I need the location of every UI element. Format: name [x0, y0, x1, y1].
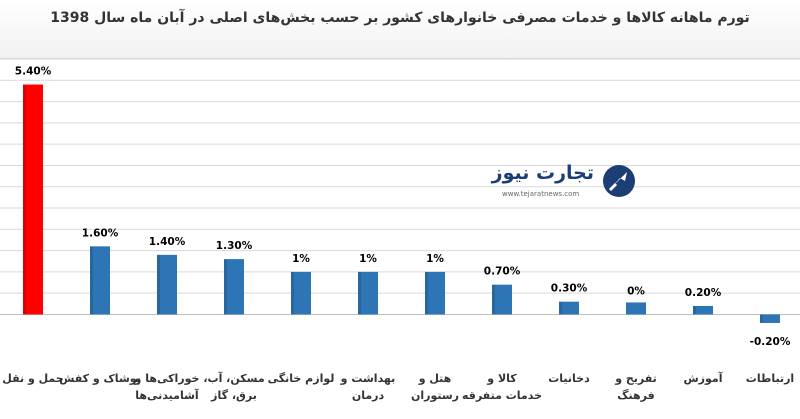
data-label: 1.40% — [149, 236, 186, 248]
category-label: تفریح و — [614, 372, 657, 385]
bar-shade — [358, 271, 361, 315]
category-label: برق، گاز — [210, 389, 257, 402]
bar-shade — [90, 246, 93, 315]
data-label: 0.70% — [484, 266, 521, 278]
category-label: ارتباطات — [746, 372, 794, 385]
data-label: 1.30% — [216, 240, 253, 252]
data-label: 0% — [627, 285, 645, 297]
data-label: 5.40% — [15, 66, 52, 78]
bar — [425, 271, 445, 315]
bar-shade — [224, 259, 227, 315]
bar-shade — [693, 305, 696, 315]
category-label: فرهنگ — [617, 388, 654, 402]
bar — [23, 84, 43, 315]
bar-shade — [291, 271, 294, 315]
watermark-url: www.tejaratnews.com — [502, 190, 580, 198]
bar — [626, 302, 646, 315]
bar-shade — [492, 284, 495, 315]
category-label: هتل و — [418, 372, 452, 385]
bar — [358, 271, 378, 315]
data-label: 1.60% — [82, 227, 119, 239]
bar — [157, 254, 177, 315]
category-label: رستوران — [411, 389, 459, 402]
category-label: لوازم خانگی — [268, 372, 335, 385]
category-label: خوراکی‌ها و — [134, 372, 200, 385]
bar — [559, 301, 579, 315]
data-label: 1% — [359, 253, 377, 265]
bar-shade — [559, 301, 562, 315]
category-label: آموزش — [684, 371, 723, 385]
bar-shade — [157, 254, 160, 315]
bar — [693, 305, 713, 315]
watermark: تجارت نیوز www.tejaratnews.com — [492, 160, 638, 206]
data-label: 0.30% — [551, 283, 588, 295]
bar — [760, 314, 780, 323]
data-label: 0.20% — [685, 287, 722, 299]
category-label: خدمات متفرقه — [462, 389, 542, 402]
category-label: پوشاک و کفش — [59, 372, 141, 385]
category-label: کالا و — [486, 372, 517, 385]
category-label: آشامیدنی‌ها — [135, 388, 199, 402]
chart-header: تورم ماهانه کالاها و خدمات مصرفی خانواره… — [0, 0, 800, 59]
bar-shade — [760, 314, 763, 323]
chart-title: تورم ماهانه کالاها و خدمات مصرفی خانواره… — [50, 10, 750, 26]
data-label: 1% — [426, 253, 444, 265]
bar — [492, 284, 512, 315]
bar — [90, 246, 110, 315]
bar — [291, 271, 311, 315]
data-label: -0.20% — [750, 336, 791, 348]
tejaratnews-logo-icon — [603, 165, 635, 197]
watermark-name: تجارت نیوز — [491, 162, 594, 184]
bar-shade — [23, 84, 26, 315]
category-label: دخانیات — [548, 372, 590, 385]
bar-shade — [425, 271, 428, 315]
data-label: 1% — [292, 253, 310, 265]
category-label: حمل و نقل — [2, 372, 63, 385]
category-label: مسکن، آب، — [203, 371, 264, 385]
category-label: بهداشت و — [340, 372, 396, 385]
bar — [224, 259, 244, 315]
category-label: درمان — [352, 389, 385, 402]
